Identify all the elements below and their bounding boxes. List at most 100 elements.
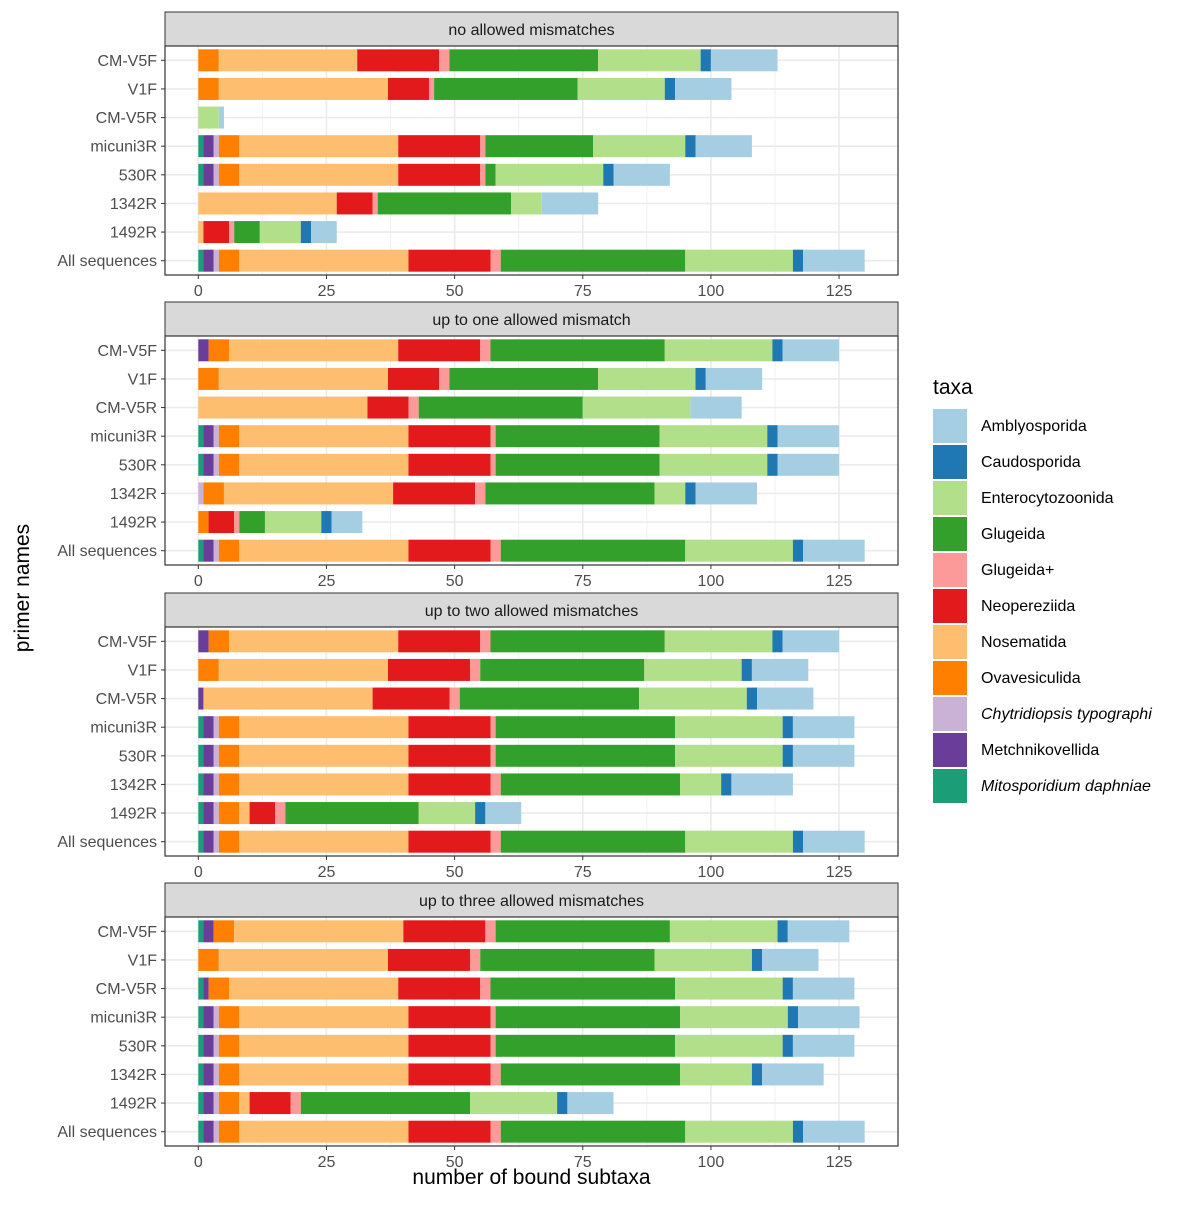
bar-segment-glugeida <box>495 744 676 767</box>
bar-segment-enterocytozoonida <box>577 77 665 100</box>
bar-segment-caudosporida <box>792 249 804 272</box>
legend-swatch <box>933 481 967 515</box>
bar-segment-amblyosporida <box>695 482 758 505</box>
bar-segment-enterocytozoonida <box>680 1006 788 1029</box>
bar-segment-amblyosporida <box>787 920 850 943</box>
bar-segment-glugeida <box>234 511 240 534</box>
bar-segment-neopereziida <box>408 539 491 562</box>
bar-segment-caudosporida <box>792 830 804 853</box>
bar-segment-metchnikovellida <box>203 716 214 739</box>
bar-segment-mitosporidium-daphniae <box>198 249 204 272</box>
x-tick-label: 0 <box>194 573 203 590</box>
bar-segment-glugeida <box>480 630 491 653</box>
y-tick-label: micuni3R <box>90 1010 157 1027</box>
bar-segment-metchnikovellida <box>203 453 214 476</box>
bar-segment-ovavesiculida <box>198 77 219 100</box>
x-tick-label: 0 <box>194 283 203 300</box>
bar-segment-mitosporidium-daphniae <box>198 135 204 158</box>
bar-segment-metchnikovellida <box>203 744 214 767</box>
bar-segment-chytridiopsis-typographi <box>213 1092 219 1115</box>
bar-segment-mitosporidium-daphniae <box>198 920 204 943</box>
bar-segment-chytridiopsis-typographi <box>213 773 219 796</box>
legend-item-mitosporidium-daphniae: Mitosporidium daphniae <box>933 769 1151 803</box>
x-tick-label: 50 <box>446 864 464 881</box>
y-tick-label: All sequences <box>57 1124 157 1141</box>
bar-segment-caudosporida <box>603 163 614 186</box>
legend-label: Enterocytozoonida <box>981 490 1114 507</box>
bar-segment-chytridiopsis-typographi <box>213 716 219 739</box>
legend-item-caudosporida: Caudosporida <box>933 445 1081 479</box>
bar-segment-ovavesiculida <box>218 163 240 186</box>
bar-segment-amblyosporida <box>803 1120 865 1143</box>
bar-segment-enterocytozoonida <box>259 221 301 244</box>
y-tick-label: All sequences <box>57 543 157 560</box>
bar-segment-ovavesiculida <box>218 1120 240 1143</box>
legend-label: Ovavesiculida <box>981 670 1081 687</box>
y-tick-label: micuni3R <box>90 139 157 156</box>
bar-segment-glugeida <box>239 511 265 534</box>
bar-segment-glugeida <box>439 49 450 72</box>
bar-segment-nosematida <box>239 163 399 186</box>
bar-segment-amblyosporida <box>613 163 670 186</box>
bar-segment-enterocytozoonida <box>664 630 773 653</box>
bar-segment-enterocytozoonida <box>664 339 773 362</box>
bar-segment-caudosporida <box>751 948 763 971</box>
bar-segment-glugeida <box>300 1092 470 1115</box>
bar-segment-nosematida <box>218 948 388 971</box>
y-tick-label: V1F <box>128 371 158 388</box>
bar-segment-glugeida <box>495 425 660 448</box>
y-tick-label: V1F <box>128 81 158 98</box>
bar-segment-mitosporidium-daphniae <box>198 1034 204 1057</box>
bar-segment-neopereziida <box>408 249 491 272</box>
bar-segment-caudosporida <box>685 135 696 158</box>
bar-segment-glugeida <box>490 539 501 562</box>
bar-segment-amblyosporida <box>803 249 865 272</box>
bar-segment-enterocytozoonida <box>418 802 476 825</box>
bar-segment-ovavesiculida <box>218 453 240 476</box>
bar-segment-metchnikovellida <box>203 163 214 186</box>
bar-segment-mitosporidium-daphniae <box>198 1063 204 1086</box>
x-axis-title: number of bound subtaxa <box>412 1166 650 1189</box>
bar-segment-glugeida <box>490 425 496 448</box>
y-tick-label: micuni3R <box>90 429 157 446</box>
bar-segment-amblyosporida <box>792 716 855 739</box>
bar-segment-amblyosporida <box>792 977 855 1000</box>
bar-segment-amblyosporida <box>777 453 840 476</box>
bar-segment-mitosporidium-daphniae <box>198 802 204 825</box>
legend-swatch <box>933 733 967 767</box>
bar-segment-neopereziida <box>408 1006 491 1029</box>
bar-segment-neopereziida <box>408 453 491 476</box>
bar-segment-neopereziida <box>393 482 476 505</box>
bar-segment-enterocytozoonida <box>675 744 783 767</box>
x-tick-label: 50 <box>446 573 464 590</box>
y-tick-label: V1F <box>128 952 158 969</box>
bar-segment-glugeida <box>480 135 486 158</box>
bar-segment-amblyosporida <box>705 367 763 390</box>
bar-segment-ovavesiculida <box>218 1063 240 1086</box>
bar-segment-amblyosporida <box>762 948 819 971</box>
bar-segment-nosematida <box>218 658 388 681</box>
y-axis-title: primer names <box>11 524 34 652</box>
bar-segment-nosematida <box>239 744 409 767</box>
bar-segment-nosematida <box>198 221 204 244</box>
legend-label: Metchnikovellida <box>981 742 1099 759</box>
bar-segment-enterocytozoonida <box>598 367 696 390</box>
legend-label: Chytridiopsis typographi <box>981 706 1152 723</box>
bar-segment-glugeida <box>480 948 655 971</box>
bar-segment-mitosporidium-daphniae <box>198 425 204 448</box>
bar-segment-metchnikovellida <box>203 773 214 796</box>
panel-title: up to two allowed mismatches <box>425 603 638 620</box>
bar-segment-neopereziida <box>408 1120 491 1143</box>
panel-border <box>164 916 899 1147</box>
bar-segment-ovavesiculida <box>198 658 219 681</box>
panel-1: no allowed mismatches CM-V5F V1F CM-V5R micu… <box>57 11 899 300</box>
bar-segment-chytridiopsis-typographi <box>213 539 219 562</box>
legend-label: Amblyosporida <box>981 418 1087 435</box>
y-tick-label: 1342R <box>110 1067 157 1084</box>
legend-swatch <box>933 409 967 443</box>
bar-segment-nosematida <box>239 1063 409 1086</box>
bar-segment-glugeida <box>490 1006 496 1029</box>
bar-segment-glugeida <box>495 1034 676 1057</box>
x-tick-label: 25 <box>318 283 336 300</box>
bar-segment-neopereziida <box>398 630 481 653</box>
